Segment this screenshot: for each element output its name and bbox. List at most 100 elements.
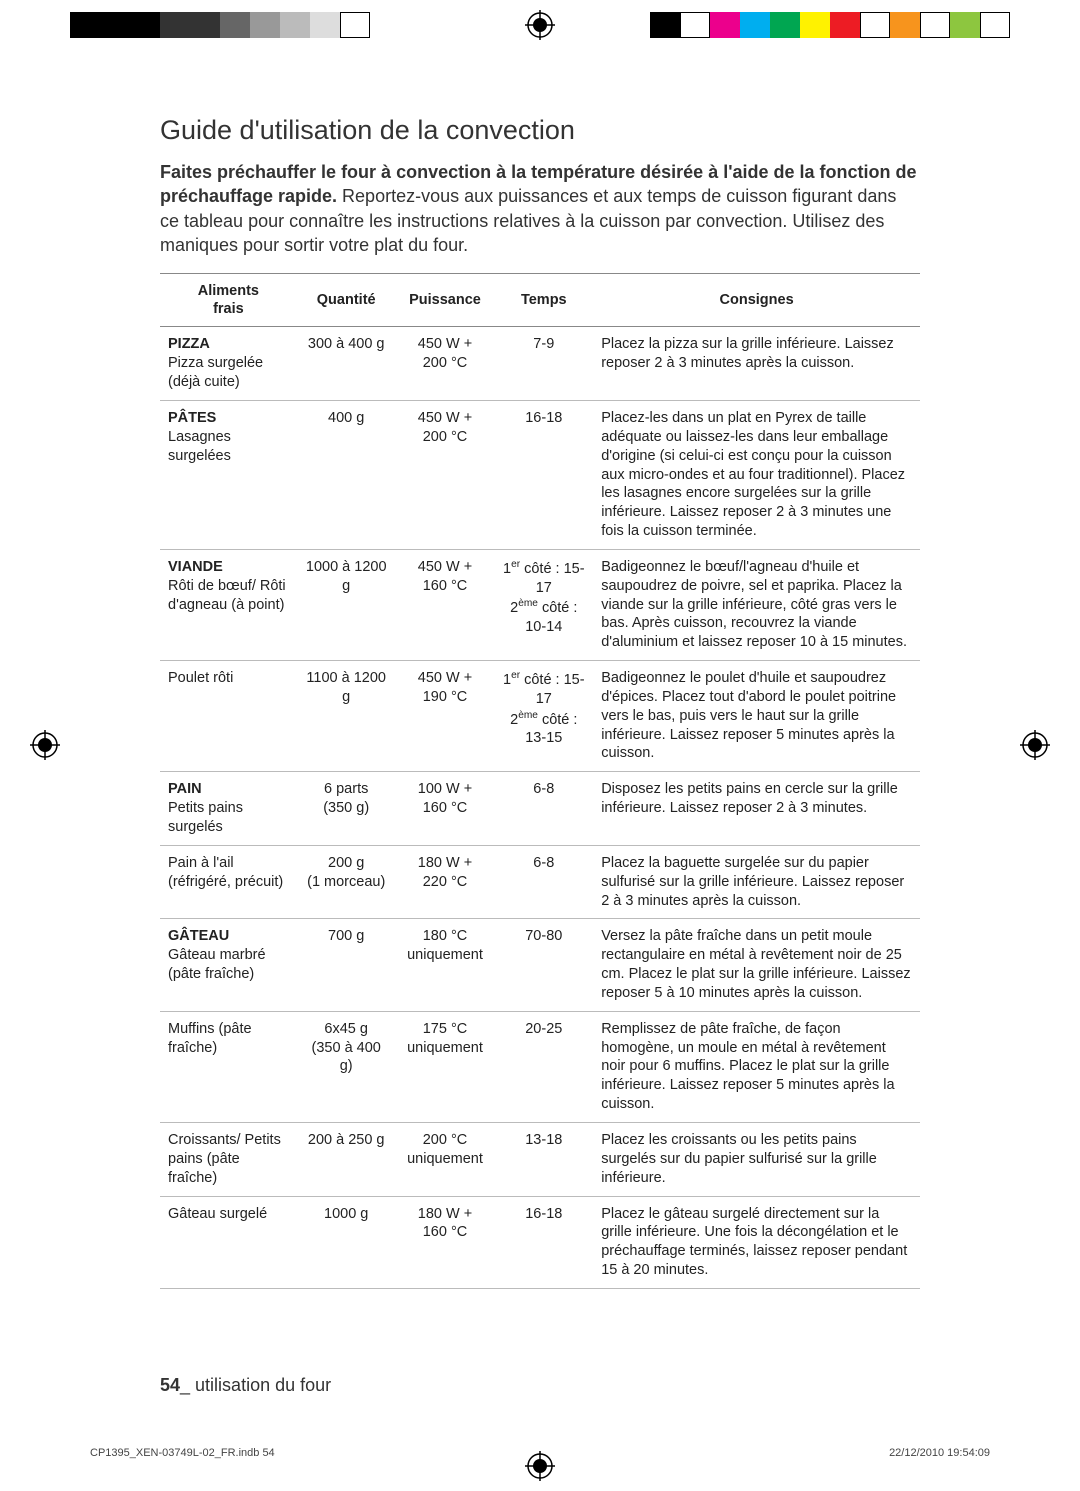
color-swatch <box>980 12 1010 38</box>
registration-mark-icon <box>525 10 555 40</box>
color-swatch <box>920 12 950 38</box>
time-cell: 16-18 <box>494 1196 593 1288</box>
color-swatch <box>650 12 680 38</box>
registration-mark-icon <box>525 1451 555 1481</box>
notes-cell: Badigeonnez le bœuf/l'agneau d'huile et … <box>593 549 920 660</box>
color-swatch <box>310 12 340 38</box>
time-cell: 16-18 <box>494 400 593 549</box>
quantity-cell: 6x45 g (350 à 400 g) <box>297 1011 396 1122</box>
table-row: PIZZAPizza surgelée (déjà cuite)300 à 40… <box>160 327 920 401</box>
power-cell: 450 W +190 °C <box>396 661 495 772</box>
notes-cell: Placez la baguette surgelée sur du papie… <box>593 845 920 919</box>
food-cell: GÂTEAUGâteau marbré (pâte fraîche) <box>160 919 297 1011</box>
time-cell: 6-8 <box>494 845 593 919</box>
page-content: Guide d'utilisation de la convection Fai… <box>160 115 920 1289</box>
table-row: PAINPetits pains surgelés6 parts (350 g)… <box>160 772 920 846</box>
power-cell: 450 W +200 °C <box>396 400 495 549</box>
time-cell: 13-18 <box>494 1122 593 1196</box>
printer-colorbar-right <box>650 12 1010 38</box>
quantity-cell: 400 g <box>297 400 396 549</box>
notes-cell: Placez les croissants ou les petits pain… <box>593 1122 920 1196</box>
food-cell: Gâteau surgelé <box>160 1196 297 1288</box>
page-number: 54 <box>160 1375 180 1395</box>
color-swatch <box>190 12 220 38</box>
quantity-cell: 300 à 400 g <box>297 327 396 401</box>
color-swatch <box>740 12 770 38</box>
table-header-cell: Quantité <box>297 274 396 327</box>
quantity-cell: 700 g <box>297 919 396 1011</box>
power-cell: 100 W +160 °C <box>396 772 495 846</box>
table-header-cell: Alimentsfrais <box>160 274 297 327</box>
color-swatch <box>220 12 250 38</box>
quantity-cell: 1000 g <box>297 1196 396 1288</box>
table-row: Gâteau surgelé1000 g180 W +160 °C16-18Pl… <box>160 1196 920 1288</box>
printer-colorbar-left <box>70 12 370 38</box>
notes-cell: Versez la pâte fraîche dans un petit mou… <box>593 919 920 1011</box>
time-cell: 1er côté : 15-172ème côté : 10-14 <box>494 549 593 660</box>
food-cell: Poulet rôti <box>160 661 297 772</box>
notes-cell: Badigeonnez le poulet d'huile et saupoud… <box>593 661 920 772</box>
color-swatch <box>280 12 310 38</box>
time-cell: 6-8 <box>494 772 593 846</box>
food-cell: PÂTESLasagnes surgelées <box>160 400 297 549</box>
power-cell: 450 W +200 °C <box>396 327 495 401</box>
page-title: Guide d'utilisation de la convection <box>160 115 920 146</box>
food-cell: Croissants/ Petits pains (pâte fraîche) <box>160 1122 297 1196</box>
table-row: Poulet rôti1100 à 1200 g450 W +190 °C1er… <box>160 661 920 772</box>
color-swatch <box>340 12 370 38</box>
quantity-cell: 200 g (1 morceau) <box>297 845 396 919</box>
power-cell: 450 W +160 °C <box>396 549 495 660</box>
time-cell: 20-25 <box>494 1011 593 1122</box>
time-cell: 1er côté : 15-172ème côté : 13-15 <box>494 661 593 772</box>
table-header-cell: Puissance <box>396 274 495 327</box>
food-cell: VIANDERôti de bœuf/ Rôti d'agneau (à poi… <box>160 549 297 660</box>
imprint-date: 22/12/2010 19:54:09 <box>889 1447 990 1459</box>
quantity-cell: 1000 à 1200 g <box>297 549 396 660</box>
quantity-cell: 1100 à 1200 g <box>297 661 396 772</box>
color-swatch <box>680 12 710 38</box>
time-cell: 7-9 <box>494 327 593 401</box>
quantity-cell: 200 à 250 g <box>297 1122 396 1196</box>
imprint-file: CP1395_XEN-03749L-02_FR.indb 54 <box>90 1447 275 1459</box>
table-row: Pain à l'ail (réfrigéré, précuit)200 g (… <box>160 845 920 919</box>
table-row: Muffins (pâte fraîche)6x45 g (350 à 400 … <box>160 1011 920 1122</box>
notes-cell: Placez la pizza sur la grille inférieure… <box>593 327 920 401</box>
food-cell: PAINPetits pains surgelés <box>160 772 297 846</box>
color-swatch <box>860 12 890 38</box>
time-cell: 70-80 <box>494 919 593 1011</box>
power-cell: 175 °Cuniquement <box>396 1011 495 1122</box>
intro-paragraph: Faites préchauffer le four à convection … <box>160 160 920 257</box>
power-cell: 180 °Cuniquement <box>396 919 495 1011</box>
page-footer: 54_ utilisation du four <box>160 1375 331 1396</box>
table-header-cell: Temps <box>494 274 593 327</box>
color-swatch <box>830 12 860 38</box>
table-row: PÂTESLasagnes surgelées400 g450 W +200 °… <box>160 400 920 549</box>
notes-cell: Disposez les petits pains en cercle sur … <box>593 772 920 846</box>
table-body: PIZZAPizza surgelée (déjà cuite)300 à 40… <box>160 327 920 1288</box>
color-swatch <box>800 12 830 38</box>
table-header-cell: Consignes <box>593 274 920 327</box>
table-row: GÂTEAUGâteau marbré (pâte fraîche)700 g1… <box>160 919 920 1011</box>
notes-cell: Remplissez de pâte fraîche, de façon hom… <box>593 1011 920 1122</box>
table-row: Croissants/ Petits pains (pâte fraîche)2… <box>160 1122 920 1196</box>
registration-mark-icon <box>1020 730 1050 760</box>
notes-cell: Placez le gâteau surgelé directement sur… <box>593 1196 920 1288</box>
power-cell: 180 W +160 °C <box>396 1196 495 1288</box>
quantity-cell: 6 parts (350 g) <box>297 772 396 846</box>
color-swatch <box>770 12 800 38</box>
color-swatch <box>100 12 130 38</box>
color-swatch <box>160 12 190 38</box>
table-row: VIANDERôti de bœuf/ Rôti d'agneau (à poi… <box>160 549 920 660</box>
power-cell: 200 °Cuniquement <box>396 1122 495 1196</box>
power-cell: 180 W +220 °C <box>396 845 495 919</box>
color-swatch <box>890 12 920 38</box>
footer-text: _ utilisation du four <box>180 1375 331 1395</box>
registration-mark-icon <box>30 730 60 760</box>
food-cell: Pain à l'ail (réfrigéré, précuit) <box>160 845 297 919</box>
color-swatch <box>70 12 100 38</box>
notes-cell: Placez-les dans un plat en Pyrex de tail… <box>593 400 920 549</box>
color-swatch <box>130 12 160 38</box>
color-swatch <box>250 12 280 38</box>
table-header-row: AlimentsfraisQuantitéPuissanceTempsConsi… <box>160 274 920 327</box>
food-cell: PIZZAPizza surgelée (déjà cuite) <box>160 327 297 401</box>
